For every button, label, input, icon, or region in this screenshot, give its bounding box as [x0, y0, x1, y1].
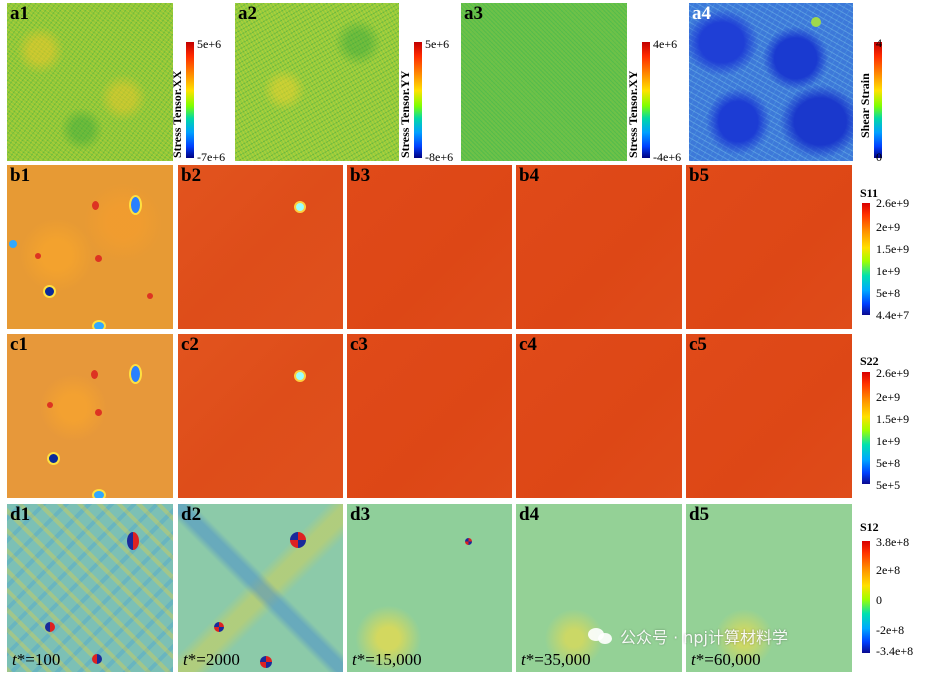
colorbar-s12-title: S12: [860, 520, 879, 534]
colorbar-s11-tick-5: 4.4e+7: [876, 308, 910, 322]
panel-d3-s12-map: d3 t*=15,000: [347, 504, 512, 672]
panel-label-c5: c5: [689, 334, 707, 355]
colorbar-a2-title: Stress Tensor.YY: [398, 70, 412, 158]
time-label-d2: t*=2000: [183, 650, 240, 669]
colorbar-s22-tick-3: 1e+9: [876, 434, 901, 448]
colorbar-s11-tick-3: 1e+9: [876, 264, 901, 278]
colorbar-s12-tick-4: -3.4e+8: [876, 644, 914, 658]
colorbar-s11: [862, 203, 870, 315]
panel-label-b2: b2: [181, 165, 202, 186]
panel-b2-s11-map: b2: [178, 165, 343, 329]
panel-d4-s12-map: d4 t*=35,000: [516, 504, 682, 672]
colorbar-s11-tick-2: 1.5e+9: [876, 242, 910, 256]
colorbar-a4: [874, 42, 882, 158]
colorbar-a3: [642, 42, 650, 158]
panel-label-a3: a3: [464, 3, 483, 24]
colorbar-a2: [414, 42, 422, 158]
colorbar-s12: [862, 541, 870, 653]
panel-label-a1: a1: [10, 3, 29, 24]
time-label-d5: t*=60,000: [691, 650, 761, 669]
colorbar-s12-tick-1: 2e+8: [876, 563, 901, 577]
watermark-text: 公众号 · npj计算材料学: [620, 628, 789, 647]
panel-c4-s22-map: c4: [516, 334, 682, 498]
colorbar-s22-tick-2: 1.5e+9: [876, 412, 910, 426]
colorbar-s22-title: S22: [860, 354, 879, 368]
colorbar-s12-tick-3: -2e+8: [876, 623, 905, 637]
colorbar-s22: [862, 372, 870, 484]
colorbar-s11-tick-0: 2.6e+9: [876, 196, 910, 210]
panel-c3-s22-map: c3: [347, 334, 512, 498]
colorbar-s11-tick-1: 2e+9: [876, 220, 901, 234]
colorbar-a1-min: -7e+6: [197, 150, 226, 164]
colorbar-a4-title: Shear Strain: [858, 73, 872, 138]
colorbar-s12-tick-0: 3.8e+8: [876, 535, 910, 549]
panel-a4-shear-strain-map: a4: [689, 3, 853, 161]
panel-c2-s22-map: c2: [178, 334, 343, 498]
colorbar-s11-title: S11: [860, 186, 879, 200]
colorbar-a1: [186, 42, 194, 158]
shear-hotspot: [811, 17, 821, 27]
wechat-icon: [588, 626, 614, 646]
wechat-watermark: 公众号 · npj计算材料学: [588, 624, 788, 648]
panel-label-c2: c2: [181, 334, 199, 355]
colorbar-s22-tick-0: 2.6e+9: [876, 366, 910, 380]
panel-d5-s12-map: d5 t*=60,000: [686, 504, 852, 672]
panel-label-d5: d5: [689, 504, 710, 525]
panel-label-b3: b3: [350, 165, 371, 186]
colorbar-a2-min: -8e+6: [425, 150, 454, 164]
panel-label-b4: b4: [519, 165, 540, 186]
colorbar-s11-tick-4: 5e+8: [876, 286, 901, 300]
panel-label-c1: c1: [10, 334, 28, 355]
colorbar-s12-tick-2: 0: [876, 593, 882, 607]
colorbar-a3-title: Stress Tensor.XY: [626, 70, 640, 158]
colorbar-s22-tick-4: 5e+8: [876, 456, 901, 470]
colorbar-s22-tick-1: 2e+9: [876, 390, 901, 404]
panel-label-b5: b5: [689, 165, 710, 186]
panel-d1-s12-map: d1 t*=100: [7, 504, 173, 672]
panel-c5-s22-map: c5: [686, 334, 852, 498]
panel-label-b1: b1: [10, 165, 31, 186]
colorbar-a2-max: 5e+6: [425, 37, 450, 51]
panel-b1-s11-map: b1: [7, 165, 173, 329]
panel-b4-s11-map: b4: [516, 165, 682, 329]
panel-a1-stress-xx-map: a1: [7, 3, 173, 161]
colorbar-a4-min: 0: [876, 150, 882, 164]
panel-label-d1: d1: [10, 504, 31, 525]
panel-a3-stress-xy-map: a3: [461, 3, 627, 161]
time-label-d3: t*=15,000: [352, 650, 422, 669]
colorbar-a3-max: 4e+6: [653, 37, 678, 51]
panel-b5-s11-map: b5: [686, 165, 852, 329]
colorbar-a1-max: 5e+6: [197, 37, 222, 51]
colorbar-a3-min: -4e+6: [653, 150, 682, 164]
panel-d2-s12-map: d2 t*=2000: [178, 504, 343, 672]
colorbar-a4-max: 4: [876, 36, 882, 50]
panel-c1-s22-map: c1: [7, 334, 173, 498]
panel-label-a4: a4: [692, 3, 711, 24]
panel-label-c4: c4: [519, 334, 537, 355]
colorbar-a1-title: Stress Tensor.XX: [170, 70, 184, 158]
panel-label-d2: d2: [181, 504, 202, 525]
panel-b3-s11-map: b3: [347, 165, 512, 329]
colorbar-s22-tick-5: 5e+5: [876, 478, 901, 492]
panel-label-d3: d3: [350, 504, 371, 525]
panel-label-a2: a2: [238, 3, 257, 24]
time-label-d4: t*=35,000: [521, 650, 591, 669]
panel-a2-stress-yy-map: a2: [235, 3, 399, 161]
panel-label-d4: d4: [519, 504, 540, 525]
time-label-d1: t*=100: [12, 650, 61, 669]
panel-label-c3: c3: [350, 334, 368, 355]
